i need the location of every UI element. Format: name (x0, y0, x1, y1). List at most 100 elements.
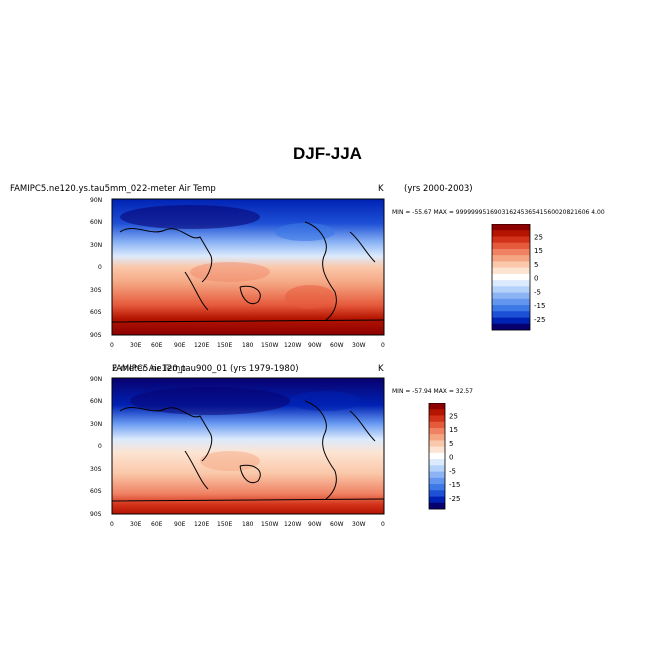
colorbar-label: -15 (534, 302, 545, 310)
p2-lon-3: 90E (174, 521, 186, 528)
p2-lon-1: 30E (130, 521, 142, 528)
panel1-overlap-title: 2-meter Air Temp (142, 184, 216, 194)
panel2-overlap-title: 2-meter Air Temp (112, 364, 186, 374)
colorbar-swatch (429, 434, 445, 441)
colorbar-swatch (492, 242, 530, 250)
colorbar-swatch (429, 452, 445, 460)
panel2-coastlines (111, 400, 385, 502)
colorbar-swatch (429, 421, 445, 429)
p1-lon-1: 30E (130, 342, 142, 349)
p1-lon-5: 150E (217, 342, 232, 349)
p1-lon-3: 90E (174, 342, 186, 349)
colorbar-label: 15 (534, 247, 543, 255)
colorbar-label: -25 (449, 495, 460, 503)
p1-lon-6: 180 (242, 342, 254, 349)
page-title: DJF-JJA (293, 144, 362, 163)
colorbar-swatch (492, 224, 530, 231)
p1-lat-5: 60S (90, 309, 102, 316)
colorbar-swatch (429, 490, 445, 497)
panel2-map: 90N 60N 30N 0 30S 60S 90S 0 30E 60E 90E … (90, 376, 385, 528)
p2-lat-0: 90N (90, 376, 102, 383)
colorbar-swatch (429, 415, 445, 423)
p2-lon-5: 150E (217, 521, 232, 528)
p2-lon-10: 60W (330, 521, 344, 528)
panel1-left-title: FAMIPC5.ne120.ys.tau5mm_02 (10, 184, 142, 194)
panel2-units: K (378, 364, 384, 374)
colorbar-label: 15 (449, 426, 458, 434)
colorbar-swatch (492, 317, 530, 325)
colorbar-swatch (429, 459, 445, 466)
p1-lon-0: 0 (110, 342, 114, 349)
colorbar-swatch (492, 323, 530, 331)
panel1-map: 90N 60N 30N 0 30S 60S 90S 0 30E 60E 90E … (90, 197, 385, 349)
p2-lon-6: 180 (242, 521, 254, 528)
colorbar-swatch (429, 477, 445, 485)
p1-lon-4: 120E (194, 342, 209, 349)
colorbar-swatch (429, 440, 445, 447)
colorbar-swatch (492, 311, 530, 318)
p1-lon-8: 120W (284, 342, 301, 349)
panel2-colorbar: 25 15 5 0 -5 -15 -25 (428, 403, 460, 510)
colorbar-label: -5 (534, 288, 541, 296)
colorbar-swatch (429, 409, 445, 416)
colorbar-swatch (429, 465, 445, 472)
p1-lat-3: 0 (98, 264, 102, 271)
panel1-coastlines (111, 221, 385, 323)
p1-lat-1: 60N (90, 219, 102, 226)
colorbar-swatch (492, 261, 530, 268)
p1-lon-12: 0 (381, 342, 385, 349)
p1-lon-10: 60W (330, 342, 344, 349)
p1-lon-2: 60E (151, 342, 163, 349)
p2-lon-8: 120W (284, 521, 301, 528)
p2-lon-7: 150W (261, 521, 278, 528)
p2-lat-6: 90S (90, 511, 102, 518)
panel2-stats: MIN = -57.94 MAX = 32.57 (392, 388, 473, 395)
p1-lat-0: 90N (90, 197, 102, 204)
colorbar-swatch (429, 496, 445, 504)
p2-lon-9: 90W (308, 521, 322, 528)
colorbar-swatch (492, 292, 530, 300)
p1-lat-6: 90S (90, 332, 102, 339)
p2-lon-4: 120E (194, 521, 209, 528)
p1-lon-9: 90W (308, 342, 322, 349)
p1-lat-2: 30N (90, 242, 102, 249)
p2-lon-11: 30W (352, 521, 366, 528)
p1-lon-7: 150W (261, 342, 278, 349)
colorbar-swatch (492, 305, 530, 312)
colorbar-swatch (492, 267, 530, 275)
panel1-period: (yrs 2000-2003) (404, 184, 473, 194)
p2-lon-2: 60E (151, 521, 163, 528)
panel1-colorbar: 25 15 5 0 -5 -15 -25 (491, 224, 545, 331)
colorbar-swatch (429, 446, 445, 454)
colorbar-swatch (492, 280, 530, 287)
colorbar-label: 5 (534, 261, 538, 269)
colorbar-label: 0 (449, 454, 453, 462)
colorbar-label: 25 (449, 412, 458, 420)
colorbar-label: 25 (534, 233, 543, 241)
p1-lon-11: 30W (352, 342, 366, 349)
p2-lat-4: 30S (90, 466, 102, 473)
colorbar-swatch (492, 236, 530, 244)
colorbar-swatch (492, 248, 530, 256)
p2-lon-0: 0 (110, 521, 114, 528)
colorbar-swatch (429, 484, 445, 491)
colorbar-swatch (492, 286, 530, 293)
colorbar-label: -25 (534, 316, 545, 324)
colorbar-swatch (429, 427, 445, 435)
p2-lat-1: 60N (90, 398, 102, 405)
colorbar-swatch (429, 471, 445, 479)
colorbar-swatch (429, 502, 445, 510)
colorbar-swatch (492, 298, 530, 306)
colorbar-swatch (429, 403, 445, 410)
colorbar-label: 0 (534, 275, 538, 283)
colorbar-label: -5 (449, 467, 456, 475)
colorbar-swatch (492, 255, 530, 262)
colorbar-swatch (492, 230, 530, 237)
p1-lat-4: 30S (90, 287, 102, 294)
p2-lat-2: 30N (90, 421, 102, 428)
p2-lon-12: 0 (381, 521, 385, 528)
p2-lat-3: 0 (98, 443, 102, 450)
panel2-left-title: FAMIPC5.ne120_tau900_01 (yrs 1979-1980) (112, 364, 299, 374)
panel1-units: K (378, 184, 384, 194)
panel1-stats: MIN = -55.67 MAX = 999999951690316245365… (392, 209, 605, 216)
